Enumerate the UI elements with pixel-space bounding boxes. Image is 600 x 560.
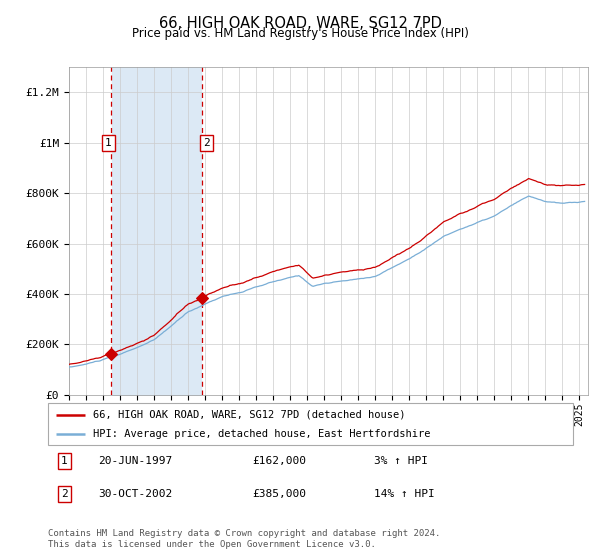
Point xyxy=(106,349,116,358)
Text: 1: 1 xyxy=(105,138,112,148)
FancyBboxPatch shape xyxy=(48,403,573,445)
Text: 14% ↑ HPI: 14% ↑ HPI xyxy=(373,489,434,499)
Text: HPI: Average price, detached house, East Hertfordshire: HPI: Average price, detached house, East… xyxy=(92,429,430,439)
Text: 66, HIGH OAK ROAD, WARE, SG12 7PD: 66, HIGH OAK ROAD, WARE, SG12 7PD xyxy=(158,16,442,31)
Text: 3% ↑ HPI: 3% ↑ HPI xyxy=(373,456,427,466)
Text: £162,000: £162,000 xyxy=(253,456,307,466)
Text: £385,000: £385,000 xyxy=(253,489,307,499)
Text: 66, HIGH OAK ROAD, WARE, SG12 7PD (detached house): 66, HIGH OAK ROAD, WARE, SG12 7PD (detac… xyxy=(92,409,405,419)
Point xyxy=(197,293,207,302)
Text: 2: 2 xyxy=(61,489,68,499)
Text: 20-JUN-1997: 20-JUN-1997 xyxy=(98,456,172,466)
Text: 2: 2 xyxy=(203,138,210,148)
Text: 1: 1 xyxy=(61,456,68,466)
Text: 30-OCT-2002: 30-OCT-2002 xyxy=(98,489,172,499)
Text: Contains HM Land Registry data © Crown copyright and database right 2024.
This d: Contains HM Land Registry data © Crown c… xyxy=(48,529,440,549)
Text: Price paid vs. HM Land Registry's House Price Index (HPI): Price paid vs. HM Land Registry's House … xyxy=(131,27,469,40)
